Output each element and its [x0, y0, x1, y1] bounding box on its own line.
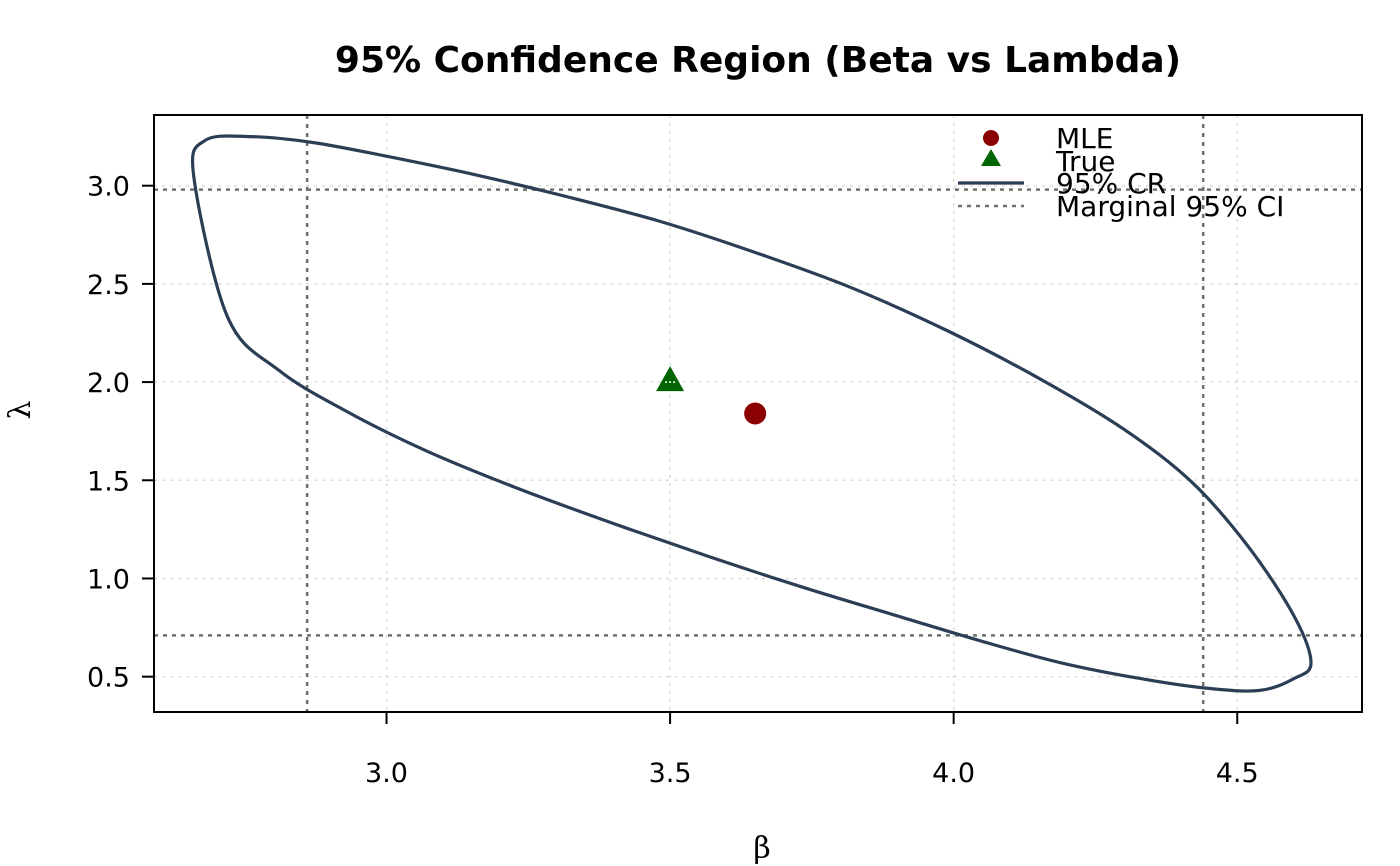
- y-axis: 0.5 1.0 1.5 2.0 2.5 3.0: [87, 172, 155, 694]
- legend-ci-label: Marginal 95% CI: [1056, 190, 1284, 223]
- grid: [154, 115, 1362, 712]
- legend-mle-label: MLE: [1056, 122, 1113, 155]
- y-tick-label-4: 2.5: [87, 270, 130, 301]
- legend-true-marker: [981, 149, 1001, 166]
- legend-cr-label: 95% CR: [1056, 167, 1166, 200]
- y-tick-label-0: 0.5: [87, 663, 130, 694]
- legend-mle-marker: [983, 130, 999, 146]
- chart-title: 95% Confidence Region (Beta vs Lambda): [335, 40, 1181, 81]
- legend: MLE True 95% CR Marginal 95% CI: [958, 122, 1284, 223]
- y-tick-label-2: 1.5: [87, 466, 130, 497]
- x-axis-label: β: [753, 831, 770, 866]
- marginal-ci-lines: [154, 115, 1362, 712]
- x-tick-label-2: 4.0: [932, 758, 975, 789]
- legend-true-label: True: [1055, 145, 1115, 178]
- x-tick-label-0: 3.0: [365, 758, 408, 789]
- x-tick-label-3: 4.5: [1216, 758, 1259, 789]
- y-axis-label: λ: [3, 400, 38, 419]
- y-tick-label-3: 2.0: [87, 368, 130, 399]
- x-axis: 3.0 3.5 4.0 4.5: [365, 711, 1259, 789]
- mle-point: [744, 402, 767, 425]
- points: [656, 366, 767, 425]
- y-tick-label-1: 1.0: [87, 564, 130, 595]
- y-tick-label-5: 3.0: [87, 172, 130, 203]
- confidence-region-curve: [190, 134, 1313, 693]
- x-tick-label-1: 3.5: [649, 758, 692, 789]
- true-value-point: [656, 366, 685, 392]
